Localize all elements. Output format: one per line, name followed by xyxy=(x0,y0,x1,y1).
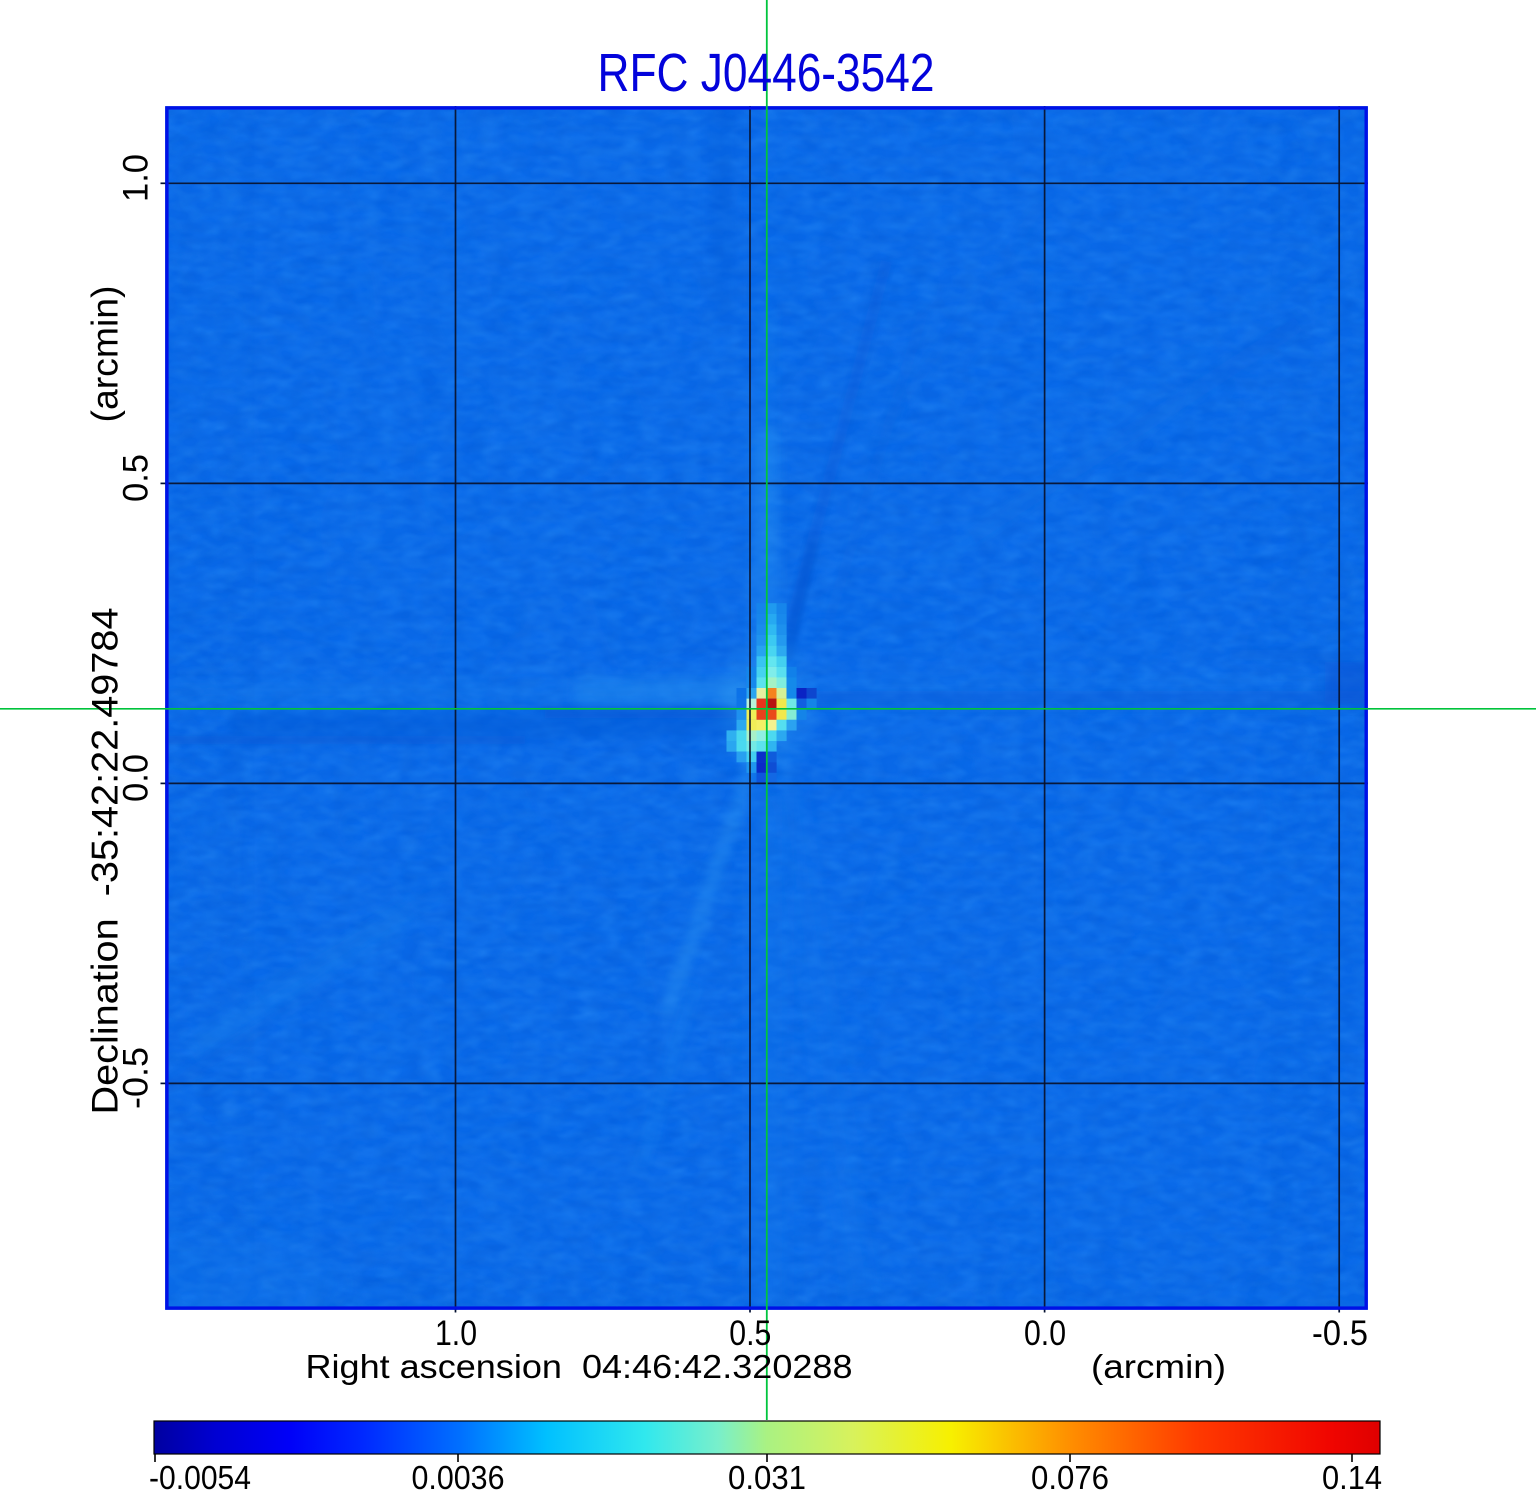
svg-text:RFC J0446-3542: RFC J0446-3542 xyxy=(598,43,935,103)
svg-text:0.0: 0.0 xyxy=(1024,1314,1066,1353)
svg-text:0.0: 0.0 xyxy=(117,754,156,802)
svg-text:0.031: 0.031 xyxy=(728,1459,806,1496)
svg-text:0.076: 0.076 xyxy=(1031,1459,1109,1496)
svg-text:0.0036: 0.0036 xyxy=(412,1459,505,1496)
svg-text:Right ascension 04:46:42.3202: Right ascension 04:46:42.320288 xyxy=(306,1349,853,1386)
svg-text:0.14: 0.14 xyxy=(1322,1459,1382,1496)
svg-text:-0.0054: -0.0054 xyxy=(149,1459,251,1496)
svg-text:(arcmin): (arcmin) xyxy=(85,286,126,423)
svg-text:1.0: 1.0 xyxy=(435,1314,477,1353)
svg-text:Declination -35:42:22.49784: Declination -35:42:22.49784 xyxy=(85,608,126,1115)
svg-text:1.0: 1.0 xyxy=(117,154,156,202)
svg-text:-0.5: -0.5 xyxy=(1312,1314,1368,1353)
svg-text:(arcmin): (arcmin) xyxy=(1091,1349,1226,1386)
svg-text:-0.5: -0.5 xyxy=(117,1047,156,1109)
svg-text:0.5: 0.5 xyxy=(729,1314,771,1353)
svg-text:0.5: 0.5 xyxy=(117,454,156,502)
